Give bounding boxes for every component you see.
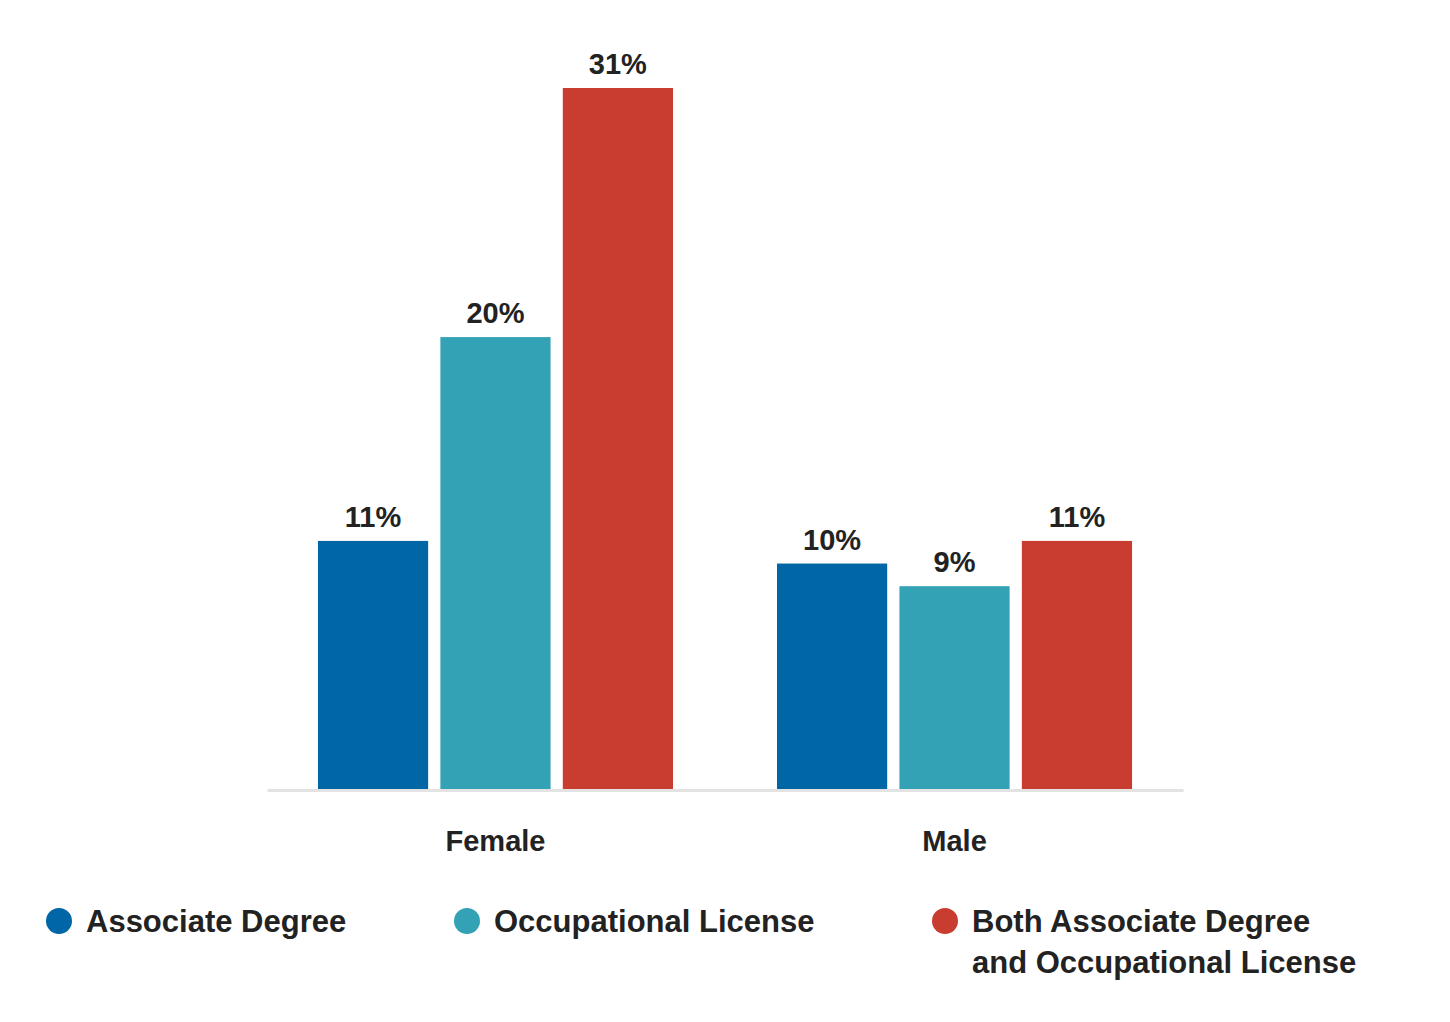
chart: 11% 10% 20% 9% 31% 11% Female Male Associate Deg… xyxy=(0,0,1450,1022)
legend-label: Occupational License xyxy=(494,904,814,939)
legend-label-line: and Occupational License xyxy=(972,945,1356,980)
x-tick-label: Male xyxy=(922,825,986,857)
x-tick: Female xyxy=(445,790,545,857)
data-labels: 11% 10% 20% 9% 31% 11% xyxy=(345,48,1106,578)
legend: Associate Degree Occupational License Both… xyxy=(46,904,1356,980)
data-label: 31% xyxy=(589,48,647,80)
x-axis: Female Male xyxy=(268,790,1184,857)
bar xyxy=(1022,541,1132,790)
legend-label: Associate Degree xyxy=(86,904,346,939)
bars xyxy=(318,88,1132,790)
data-label: 20% xyxy=(466,297,524,329)
legend-marker xyxy=(454,908,480,934)
data-label: 11% xyxy=(345,501,402,533)
legend-label-line: Both Associate Degree xyxy=(972,904,1310,939)
bar xyxy=(777,564,887,790)
legend-marker xyxy=(932,908,958,934)
x-tick-label: Female xyxy=(445,825,545,857)
x-axis-line xyxy=(268,789,1184,792)
bar xyxy=(440,337,550,790)
bar xyxy=(899,586,1009,790)
bar xyxy=(563,88,673,790)
legend-label: Both Associate Degree and Occupational Li… xyxy=(972,904,1356,980)
data-label: 11% xyxy=(1049,501,1106,533)
data-label: 9% xyxy=(934,546,976,578)
legend-marker xyxy=(46,908,72,934)
bar xyxy=(318,541,428,790)
x-tick: Male xyxy=(922,790,986,857)
data-label: 10% xyxy=(803,524,861,556)
